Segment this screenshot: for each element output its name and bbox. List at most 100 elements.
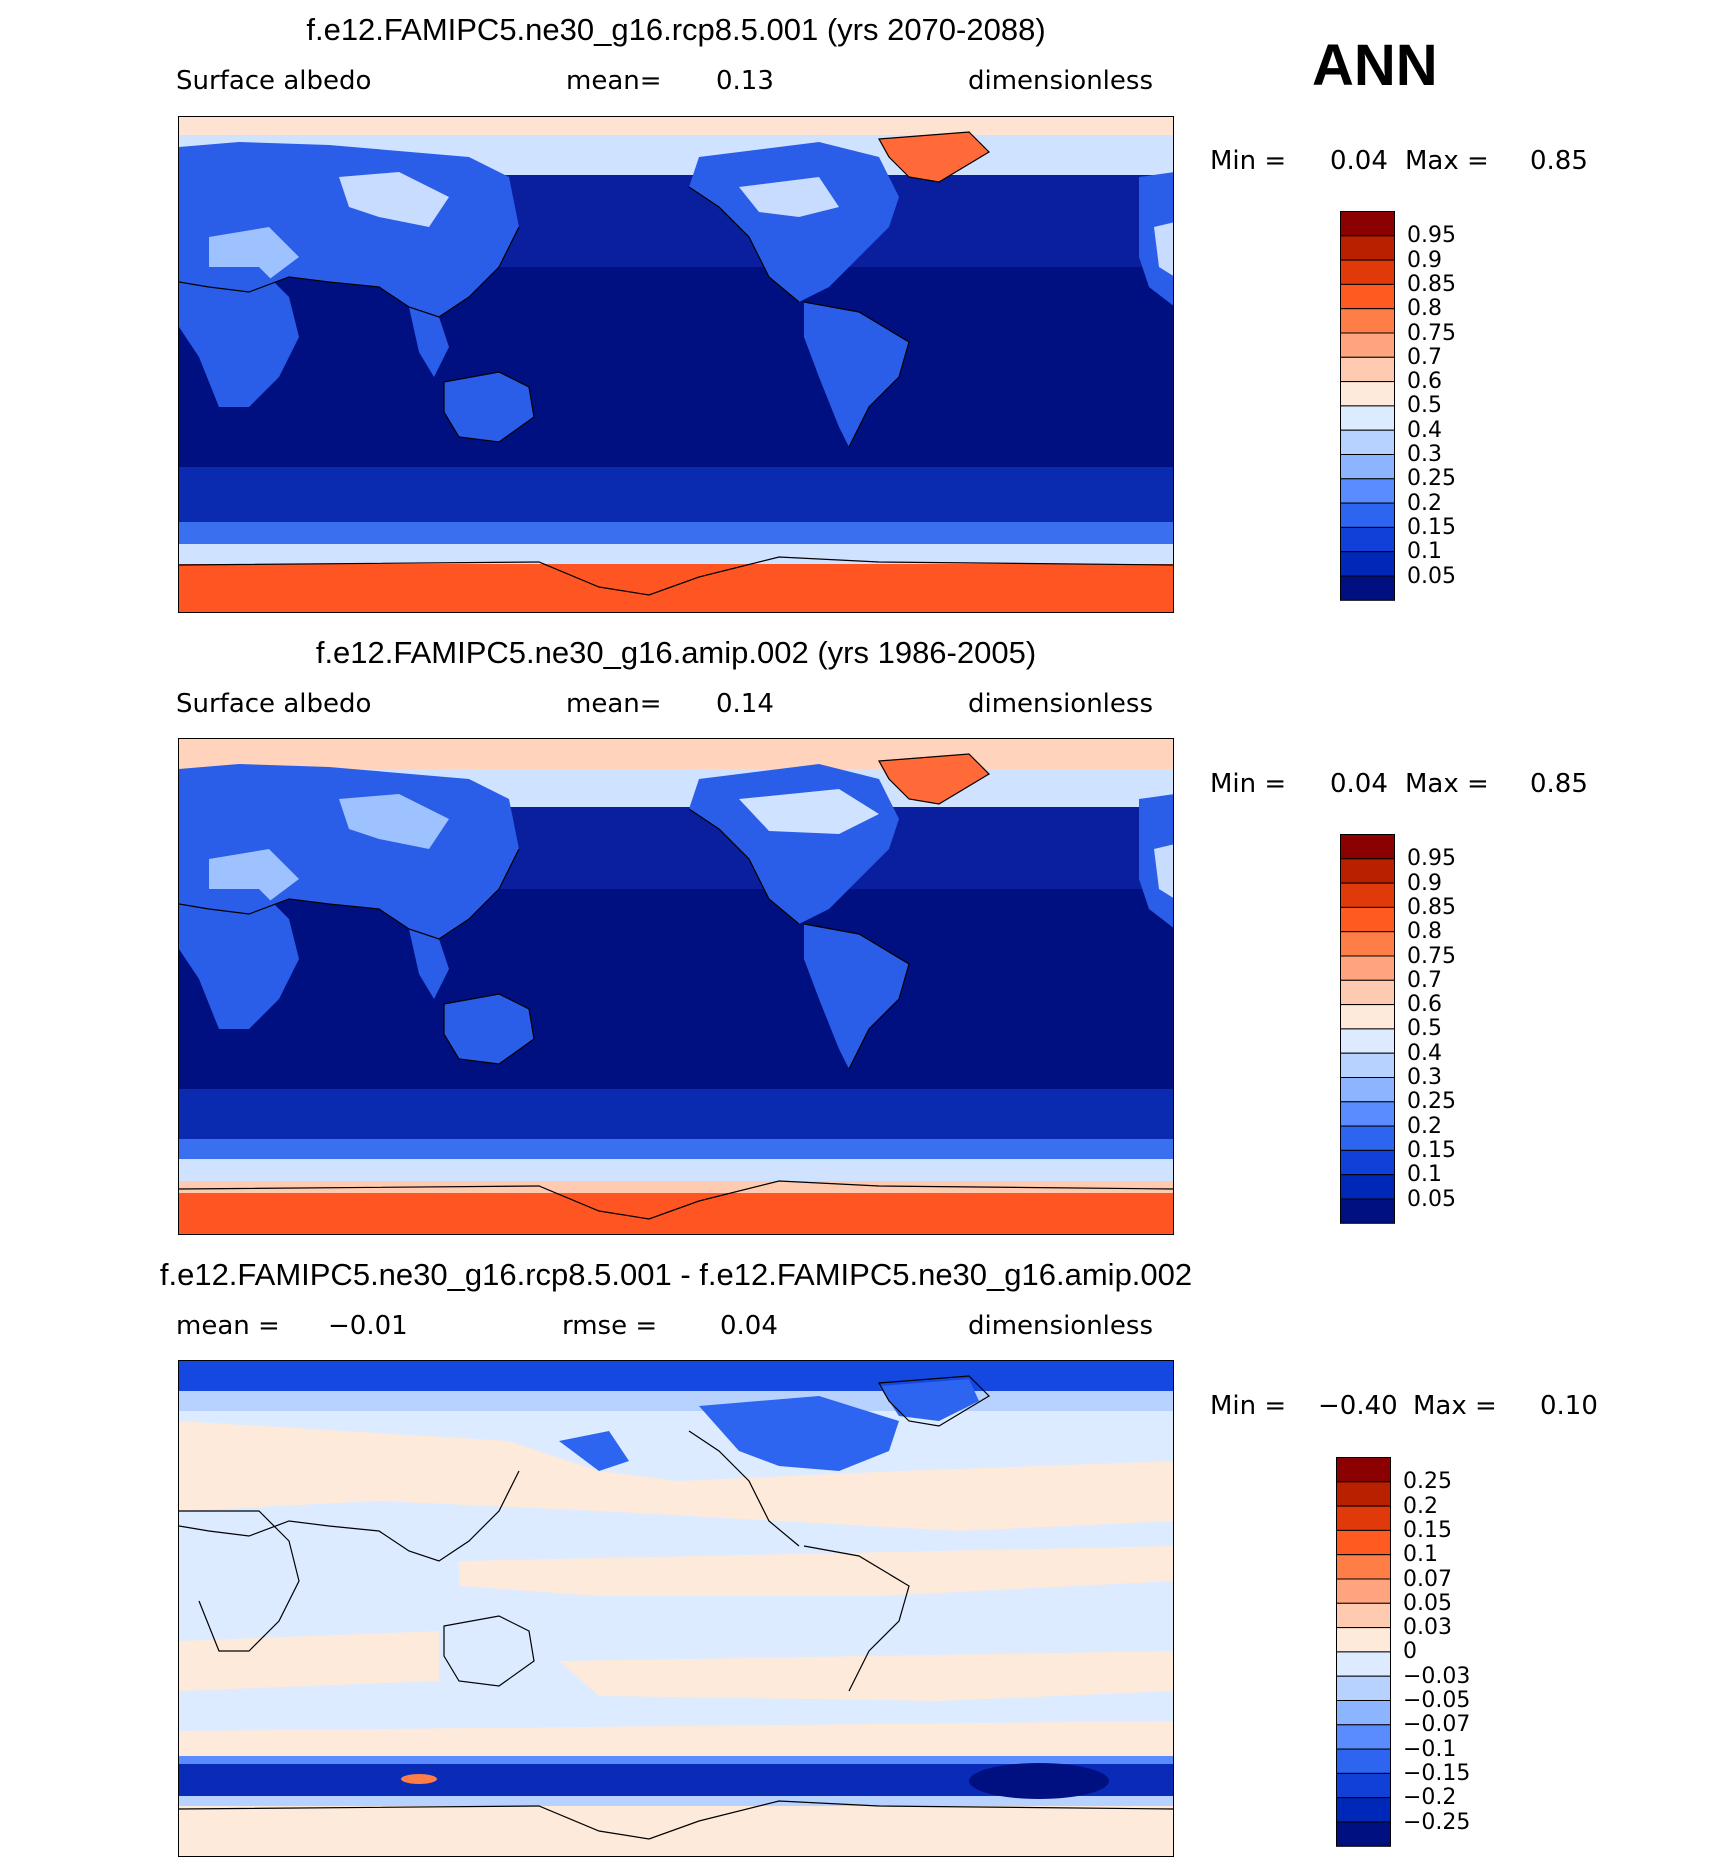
panel1-min-value: 0.04 xyxy=(1330,146,1388,176)
colorbar-swatch xyxy=(1340,478,1395,504)
colorbar-swatch xyxy=(1340,931,1395,957)
colorbar-swatch xyxy=(1336,1724,1391,1750)
panel1-max-value: 0.85 xyxy=(1530,146,1588,176)
panel2-map xyxy=(178,738,1174,1235)
colorbar-label: 0.25 xyxy=(1403,1469,1452,1495)
colorbar-swatch xyxy=(1340,858,1395,884)
colorbar-swatch xyxy=(1340,308,1395,334)
colorbar-swatch xyxy=(1340,575,1395,601)
colorbar-label: 0.85 xyxy=(1407,894,1456,920)
panel3-map xyxy=(178,1360,1174,1857)
colorbar-label: −0.15 xyxy=(1403,1760,1471,1786)
colorbar-label: 0.7 xyxy=(1407,967,1442,993)
panel2-units: dimensionless xyxy=(968,689,1153,719)
panel3-max-value: 0.10 xyxy=(1540,1391,1598,1421)
colorbar-label: 0.15 xyxy=(1407,514,1456,540)
colorbar-label: 0 xyxy=(1403,1639,1417,1665)
colorbar-swatch xyxy=(1336,1675,1391,1701)
colorbar-swatch xyxy=(1340,551,1395,577)
colorbar-swatch xyxy=(1340,429,1395,455)
panel3-rmse-label: rmse = xyxy=(562,1311,658,1341)
colorbar-label: 0.25 xyxy=(1407,1089,1456,1115)
colorbar-swatch xyxy=(1340,1149,1395,1176)
panel1-units: dimensionless xyxy=(968,66,1153,96)
panel3-mean-label: mean = xyxy=(176,1311,280,1341)
colorbar-label: 0.5 xyxy=(1407,1016,1442,1042)
colorbar-swatch xyxy=(1336,1554,1391,1580)
colorbar-label: 0.3 xyxy=(1407,1065,1442,1090)
colorbar-label: 0.3 xyxy=(1407,442,1442,467)
colorbar-swatch xyxy=(1340,454,1395,480)
panel1-map-svg xyxy=(179,117,1173,612)
colorbar-swatches xyxy=(1340,211,1395,601)
colorbar-label: 0.75 xyxy=(1407,943,1456,969)
colorbar-swatch xyxy=(1336,1748,1391,1774)
colorbar-swatch xyxy=(1340,1004,1395,1030)
colorbar-swatch xyxy=(1340,502,1395,528)
colorbar-label: 0.4 xyxy=(1407,1040,1442,1066)
colorbar-label: −0.07 xyxy=(1403,1712,1471,1738)
colorbar-swatch xyxy=(1336,1481,1391,1507)
colorbar-label: 0.5 xyxy=(1407,393,1442,419)
panel3-min-value: −0.40 xyxy=(1318,1391,1398,1421)
colorbar-label: 0.03 xyxy=(1403,1615,1452,1641)
colorbar-swatch xyxy=(1340,283,1395,310)
colorbar-label: 0.05 xyxy=(1407,1186,1456,1212)
colorbar-label: −0.05 xyxy=(1403,1688,1471,1713)
colorbar-swatch xyxy=(1336,1797,1391,1823)
colorbar-swatch xyxy=(1336,1602,1391,1629)
colorbar-swatch xyxy=(1340,1198,1395,1224)
panel2-map-svg xyxy=(179,739,1173,1234)
colorbar-label: −0.1 xyxy=(1403,1736,1457,1762)
panel3-rmse-value: 0.04 xyxy=(720,1311,778,1341)
panel2-mean-value: 0.14 xyxy=(716,689,774,719)
colorbar-label: −0.2 xyxy=(1403,1785,1457,1811)
panel2-variable-label: Surface albedo xyxy=(176,689,372,719)
colorbar-label: 0.15 xyxy=(1403,1517,1452,1543)
colorbar-swatch xyxy=(1340,1028,1395,1054)
colorbar-label: −0.03 xyxy=(1403,1663,1471,1689)
panel3-map-svg xyxy=(179,1361,1173,1856)
colorbar-label: 0.7 xyxy=(1407,344,1442,370)
panel3-max-label: Max = xyxy=(1413,1391,1497,1421)
colorbar-swatch xyxy=(1340,906,1395,933)
colorbar-label: 0.25 xyxy=(1407,466,1456,492)
colorbar-swatch xyxy=(1340,979,1395,1006)
colorbar-swatches xyxy=(1336,1457,1391,1847)
colorbar-label: 0.1 xyxy=(1403,1542,1438,1568)
colorbar-label: 0.9 xyxy=(1407,870,1442,896)
colorbar-label: 0.85 xyxy=(1407,271,1456,297)
colorbar-swatch xyxy=(1336,1578,1391,1604)
panel2-max-value: 0.85 xyxy=(1530,769,1588,799)
colorbar-swatch xyxy=(1340,332,1395,358)
colorbar-label: −0.25 xyxy=(1403,1809,1471,1835)
colorbar-label: 0.05 xyxy=(1403,1590,1452,1616)
colorbar-swatch xyxy=(1340,356,1395,383)
colorbar-label: 0.1 xyxy=(1407,539,1442,565)
panel3-colorbar: 0.25 0.2 0.15 0.1 0.07 0.05 0.03 0 −0.03 −0.05 −0.… xyxy=(1336,1457,1470,1853)
panel2-min-label: Min = xyxy=(1210,769,1287,799)
panel3-units: dimensionless xyxy=(968,1311,1153,1341)
colorbar-swatch xyxy=(1336,1457,1391,1483)
panel1-mean-label: mean= xyxy=(566,66,662,96)
panel1-colorbar: 0.95 0.9 0.85 0.8 0.75 0.7 0.6 0.5 0.4 0.3 0.25 0.2… xyxy=(1340,211,1456,607)
colorbar-label: 0.07 xyxy=(1403,1566,1452,1592)
colorbar-label: 0.6 xyxy=(1407,369,1442,395)
colorbar-label: 0.2 xyxy=(1407,490,1442,516)
colorbar-swatch xyxy=(1340,955,1395,981)
colorbar-swatch xyxy=(1336,1529,1391,1556)
colorbar-swatch xyxy=(1340,235,1395,261)
colorbar-swatch xyxy=(1340,1174,1395,1200)
colorbar-swatch xyxy=(1340,1125,1395,1151)
colorbar-swatch xyxy=(1340,882,1395,908)
colorbar-label: 0.15 xyxy=(1407,1137,1456,1163)
colorbar-swatches xyxy=(1340,834,1395,1224)
panel3-min-label: Min = xyxy=(1210,1391,1287,1421)
colorbar-label: 0.95 xyxy=(1407,223,1456,249)
colorbar-swatch xyxy=(1336,1821,1391,1847)
colorbar-label: 0.05 xyxy=(1407,563,1456,589)
panel2-colorbar: 0.95 0.9 0.85 0.8 0.75 0.7 0.6 0.5 0.4 0.3 0.25 0.2… xyxy=(1340,834,1456,1230)
panel2-min-value: 0.04 xyxy=(1330,769,1388,799)
colorbar-swatch xyxy=(1340,405,1395,431)
colorbar-label: 0.2 xyxy=(1403,1493,1438,1519)
